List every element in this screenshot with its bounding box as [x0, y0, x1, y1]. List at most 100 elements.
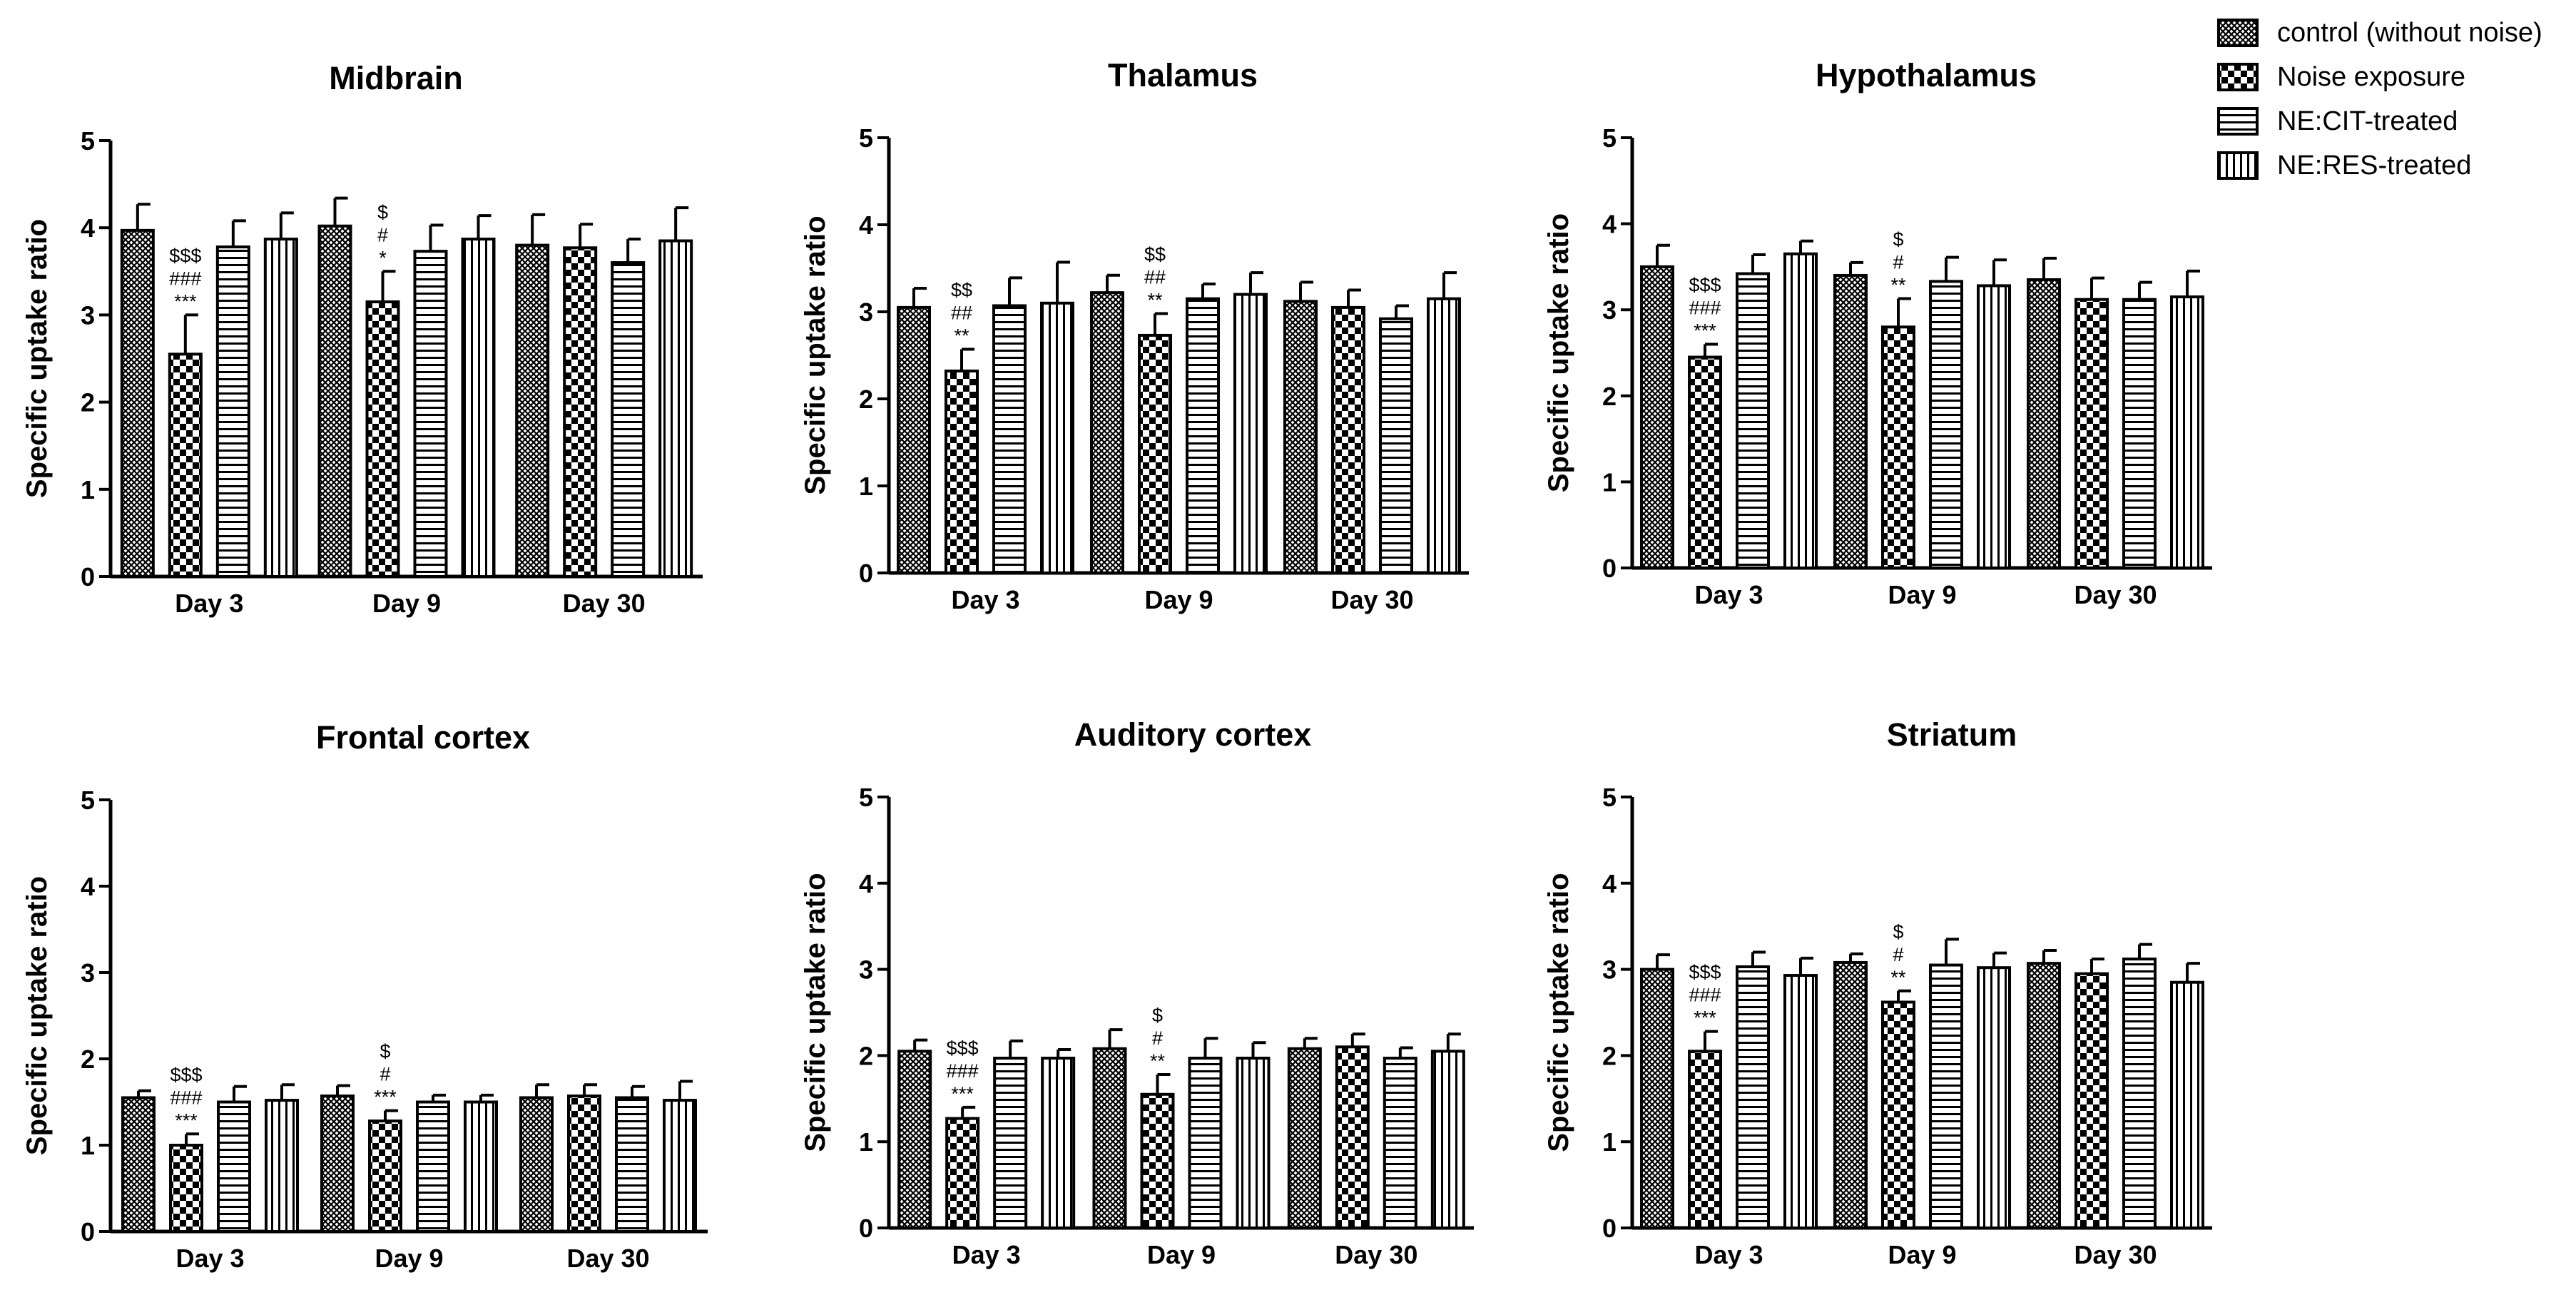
bar-ne-res-treated-day-30	[1427, 297, 1461, 574]
y-tick-label: 3	[859, 298, 873, 327]
legend-item-noise-exposure: Noise exposure	[2217, 62, 2465, 92]
bar-ne-cit-treated-day-9	[1929, 963, 1963, 1230]
y-axis-label: Specific uptake ratio	[800, 873, 831, 1152]
significance-label: ***	[174, 290, 197, 312]
y-tick-label: 0	[1602, 1214, 1617, 1243]
bar-ne-res-treated-day-3	[1041, 1057, 1076, 1230]
significance-label: **	[1890, 275, 1906, 296]
x-tick-label: Day 9	[1888, 580, 1956, 609]
bar-noise-exposure-day-30	[563, 246, 598, 578]
y-tick-label: 1	[1602, 1127, 1617, 1157]
y-tick-label: 2	[859, 385, 873, 414]
x-tick-label: Day 3	[175, 589, 243, 618]
bar-ne-res-treated-day-30	[2170, 980, 2204, 1229]
y-tick-label: 2	[81, 1045, 95, 1074]
y-tick-label: 2	[1602, 382, 1617, 411]
bar-control-without-noise-day-9	[1833, 273, 1868, 569]
bar-ne-cit-treated-day-3	[215, 245, 250, 578]
y-tick-label: 2	[1602, 1041, 1617, 1070]
bar-control-without-noise-day-30	[2027, 278, 2061, 569]
bar-noise-exposure-day-30	[1335, 1045, 1370, 1229]
y-tick-label: 4	[859, 210, 873, 240]
bar-noise-exposure-day-3	[1688, 1050, 1722, 1229]
bar-ne-cit-treated-day-3	[1736, 965, 1770, 1229]
significance-label: ###	[169, 268, 201, 289]
panel-auditory-cortex: Auditory cortex 0 1 2 3 4 5 Specific uptake rat…	[800, 716, 1474, 1269]
y-tick-label: 4	[81, 872, 95, 901]
y-tick-label: 3	[81, 300, 95, 330]
significance-label: #	[380, 1064, 390, 1085]
legend-swatch	[2217, 19, 2259, 47]
bar-noise-exposure-day-9	[1138, 333, 1172, 574]
bar-ne-cit-treated-day-3	[993, 1057, 1028, 1230]
y-tick-label: 4	[1602, 210, 1617, 239]
x-tick-label: Day 9	[375, 1244, 443, 1273]
y-tick-label: 4	[81, 213, 95, 243]
significance-label: **	[1150, 1050, 1166, 1072]
bar-ne-cit-treated-day-30	[615, 1096, 649, 1233]
bar-control-without-noise-day-3	[1640, 265, 1674, 569]
bar-ne-res-treated-day-9	[464, 1100, 498, 1233]
panel-frontal-cortex: Frontal cortex 0 1 2 3 4 5 Specific uptake rati…	[21, 719, 708, 1273]
significance-label: $$	[1144, 243, 1166, 265]
significance-label: ***	[951, 1083, 974, 1105]
significance-label: $	[377, 201, 388, 223]
legend-label: NE:CIT-treated	[2277, 106, 2458, 136]
panel-striatum: Striatum 0 1 2 3 4 5 Specific uptake ratio Day 3…	[1543, 716, 2212, 1269]
legend-label: control (without noise)	[2277, 18, 2542, 48]
bar-noise-exposure-day-9	[1881, 1000, 1915, 1230]
bar-control-without-noise-day-30	[2027, 962, 2061, 1230]
significance-label: ***	[175, 1109, 198, 1131]
significance-label: ##	[1144, 266, 1166, 288]
significance-label: ***	[1694, 320, 1716, 341]
significance-label: $$$	[1689, 962, 1721, 983]
bar-noise-exposure-day-9	[365, 300, 400, 578]
significance-label: **	[1890, 967, 1906, 988]
bar-noise-exposure-day-3	[945, 369, 979, 575]
significance-label: $	[1893, 229, 1903, 250]
y-tick-label: 4	[859, 869, 873, 898]
chart-title: Frontal cortex	[316, 719, 530, 756]
bar-noise-exposure-day-30	[2074, 298, 2109, 569]
bar-control-without-noise-day-9	[317, 224, 352, 578]
y-axis-label: Specific uptake ratio	[1543, 213, 1574, 492]
bar-noise-exposure-day-3	[169, 1144, 203, 1233]
y-tick-label: 3	[1602, 295, 1617, 325]
significance-label: $$$	[170, 1064, 202, 1085]
bar-noise-exposure-day-9	[1881, 325, 1915, 569]
significance-label: ###	[170, 1087, 202, 1108]
bar-control-without-noise-day-3	[121, 1096, 156, 1233]
y-tick-label: 1	[1602, 467, 1617, 497]
x-tick-label: Day 3	[1694, 580, 1763, 609]
bar-ne-res-treated-day-9	[461, 238, 496, 578]
legend-swatch	[2217, 151, 2259, 180]
x-tick-label: Day 30	[2074, 1240, 2157, 1269]
chart-title: Striatum	[1887, 716, 2017, 753]
bar-ne-cit-treated-day-30	[1383, 1057, 1417, 1230]
bar-ne-res-treated-day-30	[2170, 295, 2204, 569]
bar-ne-cit-treated-day-30	[2122, 958, 2157, 1229]
bar-ne-cit-treated-day-3	[1736, 272, 1770, 569]
y-tick-label: 0	[859, 1214, 873, 1243]
significance-label: $	[1152, 1005, 1163, 1026]
bar-ne-cit-treated-day-9	[1186, 297, 1220, 574]
bar-control-without-noise-day-30	[515, 243, 550, 578]
legend-item-ne-cit-treated: NE:CIT-treated	[2217, 106, 2458, 136]
bar-noise-exposure-day-9	[368, 1119, 402, 1233]
y-tick-label: 5	[859, 123, 873, 153]
y-tick-label: 5	[1602, 123, 1617, 153]
y-tick-label: 0	[859, 559, 873, 588]
bar-ne-res-treated-day-3	[265, 1099, 299, 1233]
bar-control-without-noise-day-9	[1833, 960, 1868, 1230]
y-tick-label: 3	[1602, 955, 1617, 985]
x-tick-label: Day 30	[566, 1244, 649, 1273]
x-tick-label: Day 3	[951, 585, 1019, 614]
significance-label: **	[954, 325, 969, 346]
significance-label: *	[379, 247, 387, 268]
y-tick-label: 0	[1602, 554, 1617, 583]
bar-control-without-noise-day-3	[897, 1050, 932, 1229]
bar-ne-cit-treated-day-30	[611, 261, 646, 578]
y-tick-label: 5	[1602, 783, 1617, 812]
bar-ne-res-treated-day-3	[1783, 974, 1818, 1230]
